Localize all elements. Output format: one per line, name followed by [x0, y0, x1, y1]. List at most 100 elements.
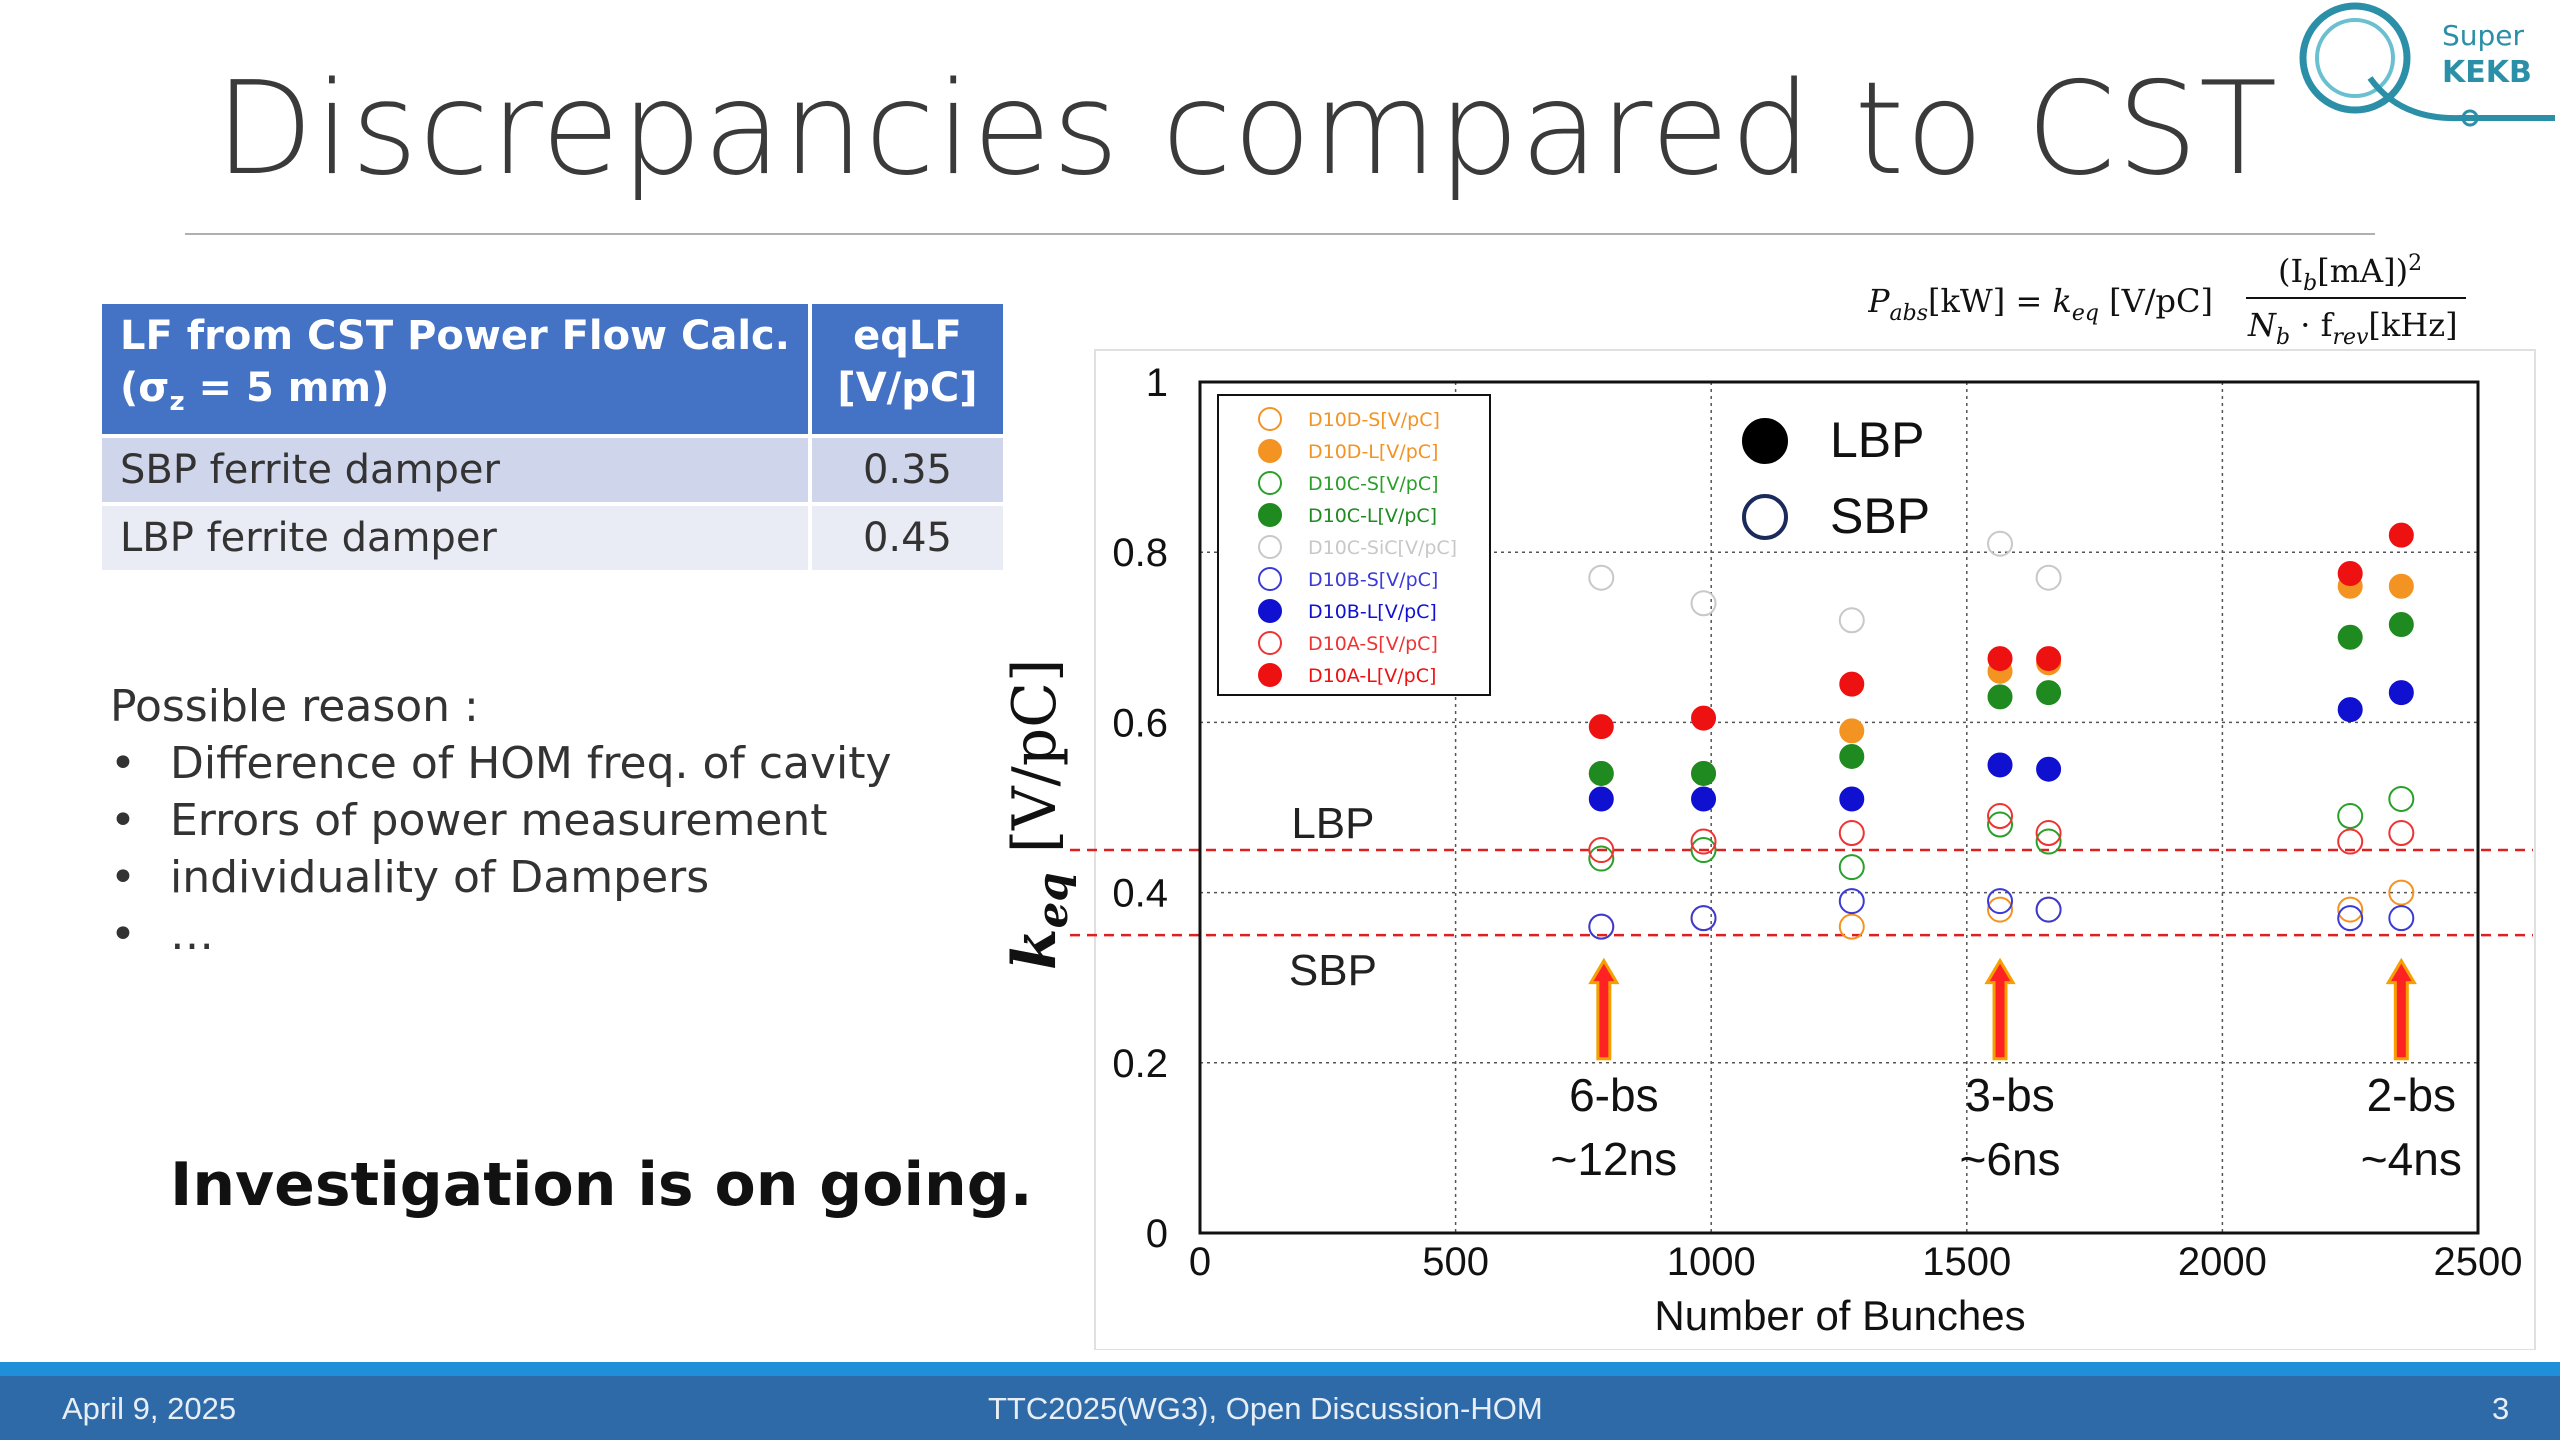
data-point [1839, 671, 1865, 697]
reference-lines: LBP SBP [1070, 799, 2533, 995]
table-cell-label: LBP ferrite damper [102, 506, 808, 570]
data-point [1691, 705, 1717, 731]
data-point [1838, 913, 1865, 940]
legend-label: D10A-L[V/pC] [1308, 665, 1436, 687]
data-point [1691, 760, 1717, 786]
data-point [1588, 564, 1615, 591]
loss-factor-table: LF from CST Power Flow Calc. (σz = 5 mm)… [102, 300, 1003, 574]
legend-label: D10B-L[V/pC] [1308, 601, 1437, 623]
marker-legend-label: LBP [1830, 412, 1925, 468]
data-point [2035, 828, 2062, 855]
conclusion-text: Investigation is on going. [170, 1150, 1033, 1220]
table-cell-value: 0.35 [807, 438, 1003, 502]
marker-legend-label: SBP [1830, 488, 1930, 544]
marker-legend: LBP SBP [1742, 412, 1930, 544]
logo-text-bottom: KEKB [2442, 55, 2532, 90]
data-point [2337, 828, 2364, 855]
x-tick-label: 1000 [1667, 1240, 1756, 1284]
footer-page-number: 3 [2492, 1391, 2510, 1426]
keq-scatter-chart: LBP SBP 0 500 1000 1500 2000 2500 0 0.2 0.4 0.6 0.8… [1000, 349, 2536, 1350]
spacing-annotations: 6-bs ~12ns 3-bs ~6ns 2-bs ~4ns [1551, 957, 2462, 1185]
data-point [1987, 684, 2013, 710]
legend-marker [1258, 503, 1282, 527]
data-point [2035, 896, 2062, 923]
data-point [1588, 714, 1614, 740]
data-point [2337, 905, 2364, 932]
footer-event: TTC2025(WG3), Open Discussion-HOM [988, 1391, 1543, 1426]
x-tick-label: 0 [1189, 1240, 1211, 1284]
superkekb-logo: Super KEKB [2299, 2, 2555, 127]
data-point [1690, 590, 1717, 617]
data-point [1839, 786, 1865, 812]
table-cell-label: SBP ferrite damper [102, 438, 808, 502]
annotation-bunch-spacing: 3-bs [1965, 1069, 2054, 1121]
logo-text-top: Super [2442, 19, 2525, 52]
data-point [1690, 905, 1717, 932]
data-point [2036, 680, 2062, 706]
annotation-time-spacing: ~4ns [2361, 1133, 2462, 1185]
legend-label: D10D-L[V/pC] [1308, 441, 1438, 463]
data-point [2388, 785, 2415, 812]
data-point [1690, 828, 1717, 855]
data-point [2036, 646, 2062, 672]
data-point [1987, 803, 2014, 830]
legend-marker [1258, 663, 1282, 687]
reasons-heading: Possible reason : [110, 681, 479, 732]
data-point [2388, 680, 2414, 706]
list-item: individuality of Dampers [110, 849, 892, 906]
data-point [2388, 522, 2414, 548]
chart-axes: 0 500 1000 1500 2000 2500 0 0.2 0.4 0.6 0.8 1 [1112, 361, 2522, 1284]
data-point [2035, 564, 2062, 591]
svg-text:(Ib[mA])2: (Ib[mA])2 [2278, 251, 2422, 296]
legend-marker [1258, 631, 1282, 655]
x-axis-label: Number of Bunches [1654, 1292, 2025, 1339]
data-point [1987, 811, 2014, 838]
data-point [2337, 560, 2363, 586]
slide-title: Discrepancies compared to CST [215, 55, 2279, 204]
data-point [2388, 879, 2415, 906]
y-tick-label: 0.6 [1112, 701, 1168, 745]
table-header-source: LF from CST Power Flow Calc. (σz = 5 mm) [102, 304, 808, 434]
data-point [1690, 837, 1717, 864]
table-row: LBP ferrite damper 0.45 [102, 506, 1003, 570]
data-point [2337, 896, 2364, 923]
data-point [1987, 752, 2013, 778]
annotation-time-spacing: ~12ns [1551, 1133, 1678, 1185]
annotation-bunch-spacing: 2-bs [2367, 1069, 2456, 1121]
legend-marker [1258, 567, 1282, 591]
list-item: Errors of power measurement [110, 792, 892, 849]
marker-legend-symbol [1742, 418, 1788, 464]
legend-label: D10D-S[V/pC] [1308, 409, 1440, 431]
list-item: … [110, 906, 892, 963]
data-point [2388, 612, 2414, 638]
table-cell-value: 0.45 [807, 506, 1003, 570]
data-point [2337, 803, 2364, 830]
marker-legend-symbol [1742, 494, 1788, 540]
data-point [1987, 646, 2013, 672]
data-point [2388, 820, 2415, 847]
reference-line-label: LBP [1291, 799, 1374, 848]
data-points [1588, 522, 2415, 940]
x-tick-label: 2500 [2434, 1240, 2523, 1284]
x-tick-label: 2000 [2178, 1240, 2267, 1284]
title-divider [185, 233, 2375, 235]
footer-accent-bar [0, 1362, 2560, 1376]
data-point [1987, 896, 2014, 923]
plot-area-border [1198, 380, 2480, 1235]
data-point [2036, 756, 2062, 782]
data-point [2035, 820, 2062, 847]
footer-bar: April 9, 2025 TTC2025(WG3), Open Discuss… [0, 1376, 2560, 1440]
data-point [1838, 888, 1865, 915]
svg-text:Pabs[kW] = keq [V/pC]: Pabs[kW] = keq [V/pC] [1868, 282, 2213, 326]
table-header-row: LF from CST Power Flow Calc. (σz = 5 mm)… [102, 304, 1003, 434]
footer-date: April 9, 2025 [62, 1391, 237, 1426]
legend-marker [1258, 471, 1282, 495]
up-arrow-icon [1588, 957, 1620, 1061]
legend-label: D10A-S[V/pC] [1308, 633, 1438, 655]
power-formula: Pabs[kW] = keq [V/pC] (Ib[mA])2 Nb · fre… [1868, 251, 2466, 348]
data-point [1838, 820, 1865, 847]
data-point [1838, 854, 1865, 881]
data-point [1987, 888, 2014, 915]
reference-line-label: SBP [1289, 946, 1377, 995]
table-row: SBP ferrite damper 0.35 [102, 438, 1003, 502]
